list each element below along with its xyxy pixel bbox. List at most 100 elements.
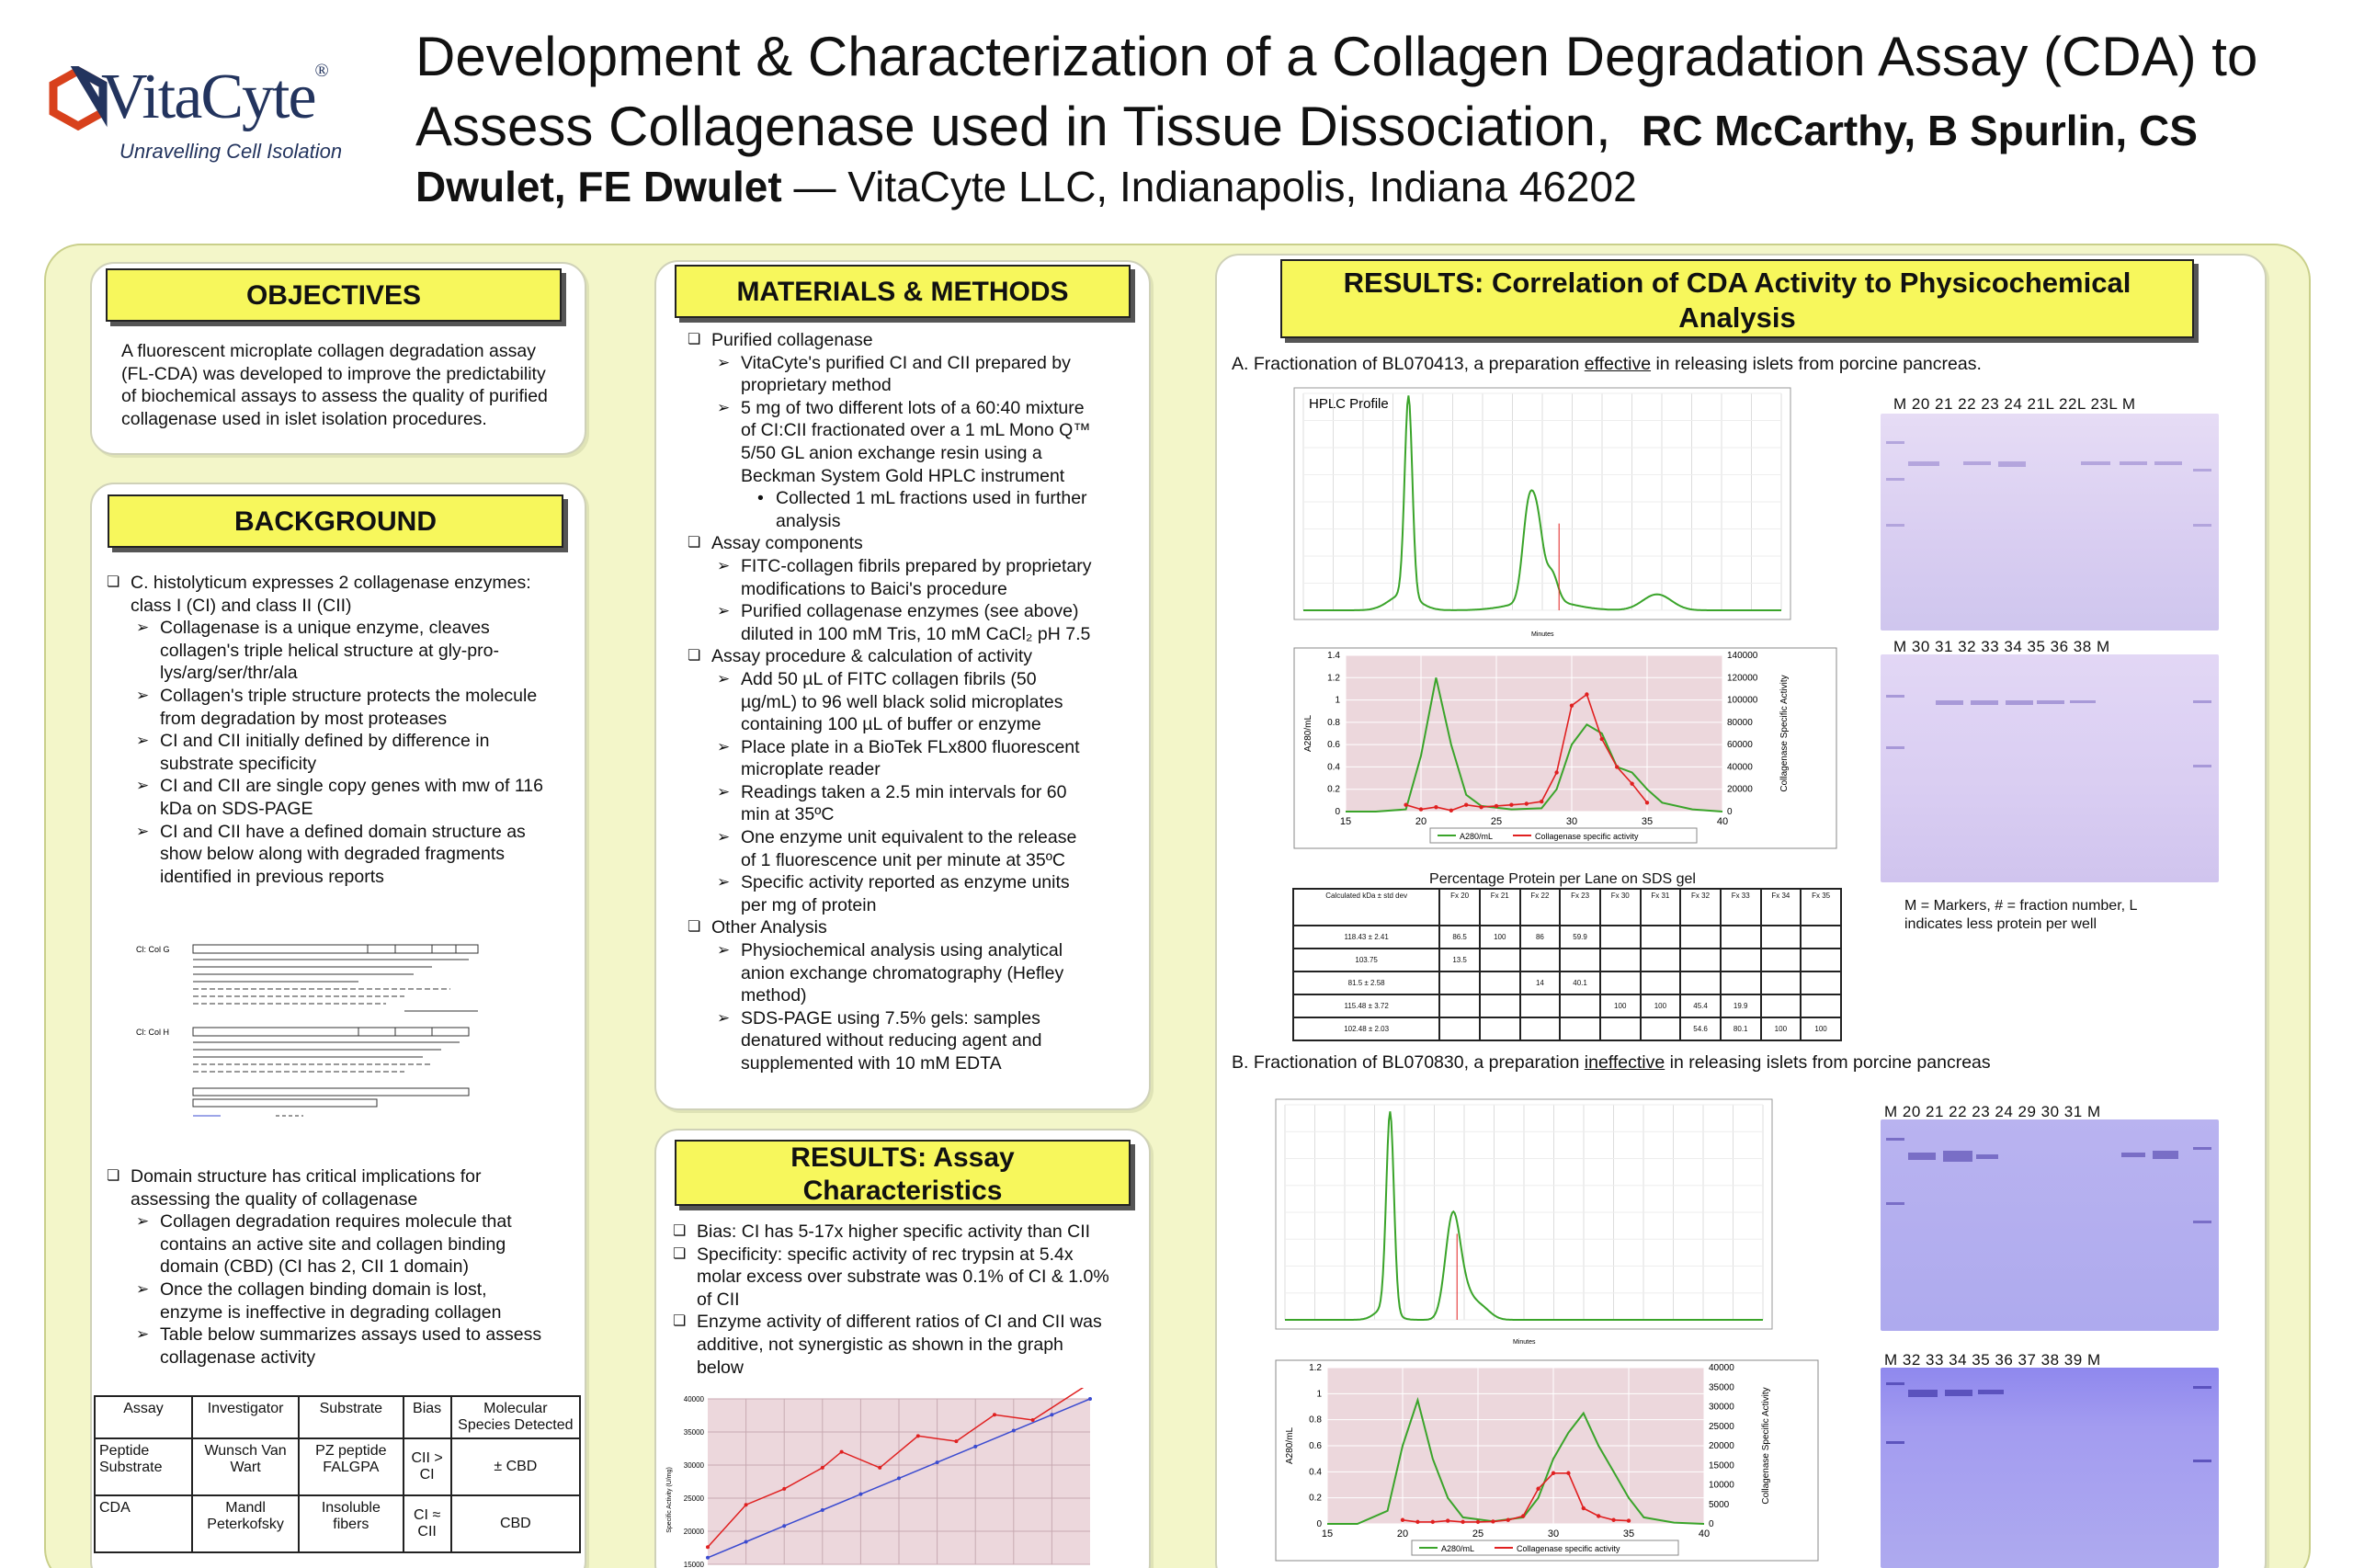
tick-label: A280/mL <box>1441 1544 1474 1553</box>
tick-label: 0.8 <box>1309 1415 1322 1426</box>
table-header: Substrate <box>298 1395 404 1439</box>
list-item: Once the collagen binding domain is lost… <box>107 1278 585 1301</box>
tick-label: 100000 <box>1727 696 1758 706</box>
list-item: additive, not synergistic as shown in th… <box>697 1334 1063 1355</box>
tick-label: 0.6 <box>1327 740 1340 750</box>
tick-label: 1 <box>1316 1389 1322 1399</box>
pct-table-cell: 19.9 <box>1719 994 1762 1018</box>
list-item: anion exchange chromatography (Hefley <box>741 962 1064 983</box>
list-item: Purified collagenase <box>688 329 1147 352</box>
tick-label: 1.4 <box>1327 651 1340 661</box>
list-item: contains an active site and collagen bin… <box>160 1233 506 1255</box>
pct-table-cell: 100 <box>1800 1017 1842 1041</box>
pct-table-cell <box>1719 971 1762 995</box>
pct-table-cell <box>1759 971 1802 995</box>
pct-table-cell: 14 <box>1518 971 1562 995</box>
col-h-label: Cl: Col H <box>136 1028 169 1037</box>
list-item: denatured without reducing agent and <box>741 1030 1042 1051</box>
list-item: analysis <box>776 510 841 531</box>
list-item: microplate reader <box>741 759 881 780</box>
tick-label: 20 <box>1415 816 1427 827</box>
table-cell: Mandl Peterkofsky <box>191 1494 301 1553</box>
pct-table-header: Fx 30 <box>1598 888 1642 926</box>
poster-title: Development & Characterization of a Coll… <box>415 26 2258 157</box>
tick-label: A280/mL <box>1460 832 1493 841</box>
list-item: molar excess over substrate was 0.1% of … <box>697 1267 1109 1288</box>
pct-table-row: 118.43 ± 2.41 86.5 100 86 59.9 <box>1291 925 1842 949</box>
tick-label: 120000 <box>1727 673 1758 683</box>
pct-table-cell: 86 <box>1518 925 1562 949</box>
tick-label: 40 <box>1717 816 1728 827</box>
list-item: Enzyme activity of different ratios of C… <box>673 1311 1146 1334</box>
pct-table-cell <box>1719 948 1762 972</box>
pct-table-row: 103.75 13.5 <box>1291 948 1842 972</box>
pct-table-cell <box>1478 1017 1521 1041</box>
gel-b1-lanes: M 20 21 22 23 24 29 30 31 M <box>1884 1103 2101 1120</box>
background-text: C. histolyticum expresses 2 collagenase … <box>107 572 585 888</box>
list-item: enzyme is ineffective in degrading colla… <box>160 1301 502 1323</box>
pct-table-cell <box>1639 1017 1682 1041</box>
tick-label: 10000 <box>1709 1481 1734 1491</box>
gel-a2-lanes: M 30 31 32 33 34 35 36 38 M <box>1893 638 2110 655</box>
gel-image-a2 <box>1881 654 2219 882</box>
fraction-chart-b: 1.210.80.60.40.2040000350003000025000200… <box>1275 1359 1819 1562</box>
table-header: Investigator <box>191 1395 301 1439</box>
pct-table-cell: 86.5 <box>1438 925 1481 949</box>
pct-table-cell <box>1598 1017 1642 1041</box>
results-heading: RESULTS: Correlation of CDA Activity to … <box>1280 259 2194 338</box>
objectives-text: A fluorescent microplate collagen degrad… <box>121 340 581 430</box>
pct-table-cell: 81.5 ± 2.58 <box>1291 971 1441 995</box>
methods-heading: MATERIALS & METHODS <box>675 265 1131 318</box>
pct-table-cell <box>1438 994 1481 1018</box>
pct-table-cell: 80.1 <box>1719 1017 1762 1041</box>
hplc-trace <box>1303 395 1781 611</box>
list-item: VitaCyte's purified CI and CII prepared … <box>688 352 1147 375</box>
measured-series <box>707 1388 1085 1548</box>
pct-table-cell <box>1800 925 1842 949</box>
tick-label: 35 <box>1642 816 1653 827</box>
list-item: of CI:CII fractionated over a 1 mL Mono … <box>741 420 1091 441</box>
tick-label: Collagenase Specific Activity <box>1779 675 1790 791</box>
pct-table-cell <box>1800 971 1842 995</box>
tick-label: Collagenase specific activity <box>1517 1544 1620 1553</box>
background-panel <box>90 483 586 1568</box>
gel-bands-a2 <box>1886 695 2211 767</box>
pct-table-cell <box>1518 1017 1562 1041</box>
list-item: Collagenase is a unique enzyme, cleaves <box>107 617 585 640</box>
tick-label: Collagenase specific activity <box>1535 832 1639 841</box>
list-item: Purified collagenase enzymes (see above) <box>688 600 1147 623</box>
hplc-profile-a: HPLC Profile Minutes <box>1293 387 1791 638</box>
list-item: kDa on SDS-PAGE <box>160 798 313 819</box>
additive-series <box>707 1398 1091 1559</box>
tick-label: 15 <box>1340 816 1351 827</box>
pct-table-cell <box>1598 948 1642 972</box>
logo-name: VitaCyte® <box>101 61 329 132</box>
table-header: Assay <box>93 1395 194 1439</box>
percentage-protein-table: Calculated kDa ± std dev Fx 20 Fx 21 Fx 22 F… <box>1291 888 1842 1041</box>
list-item: CI and CII have a defined domain structu… <box>107 821 585 844</box>
objectives-line: (FL-CDA) was developed to improve the pr… <box>121 363 546 384</box>
pct-table-cell <box>1639 948 1682 972</box>
tick-label: 30 <box>1566 816 1577 827</box>
list-item: Domain structure has critical implicatio… <box>107 1165 585 1188</box>
tick-label: 1.2 <box>1309 1363 1322 1373</box>
gel-bands-a1 <box>1886 441 2211 527</box>
pct-table-cell: 118.43 ± 2.41 <box>1291 925 1441 949</box>
tick-label: 0.8 <box>1327 718 1340 728</box>
tick-label: 0.4 <box>1327 762 1340 772</box>
tick-label: A280/mL <box>1285 1427 1295 1464</box>
list-item: of 1 fluorescence unit per minute at 35º… <box>741 849 1065 870</box>
pct-table-cell: 100 <box>1759 1017 1802 1041</box>
assay-heading: RESULTS: Assay Characteristics <box>675 1140 1131 1206</box>
objectives-line: collagenase used in islet isolation proc… <box>121 408 487 429</box>
list-item: per mg of protein <box>741 894 877 915</box>
pct-table-header: Fx 20 <box>1438 888 1481 926</box>
pct-table-cell <box>1518 948 1562 972</box>
list-item: Specificity: specific activity of rec tr… <box>673 1244 1146 1267</box>
list-item: show below along with degraded fragments <box>160 844 506 865</box>
pct-table-cell <box>1478 994 1521 1018</box>
list-item: Specific activity reported as enzyme uni… <box>688 871 1147 894</box>
pct-table-cell <box>1598 925 1642 949</box>
tick-label: 0.2 <box>1309 1494 1322 1504</box>
pct-table-cell <box>1559 1017 1601 1041</box>
